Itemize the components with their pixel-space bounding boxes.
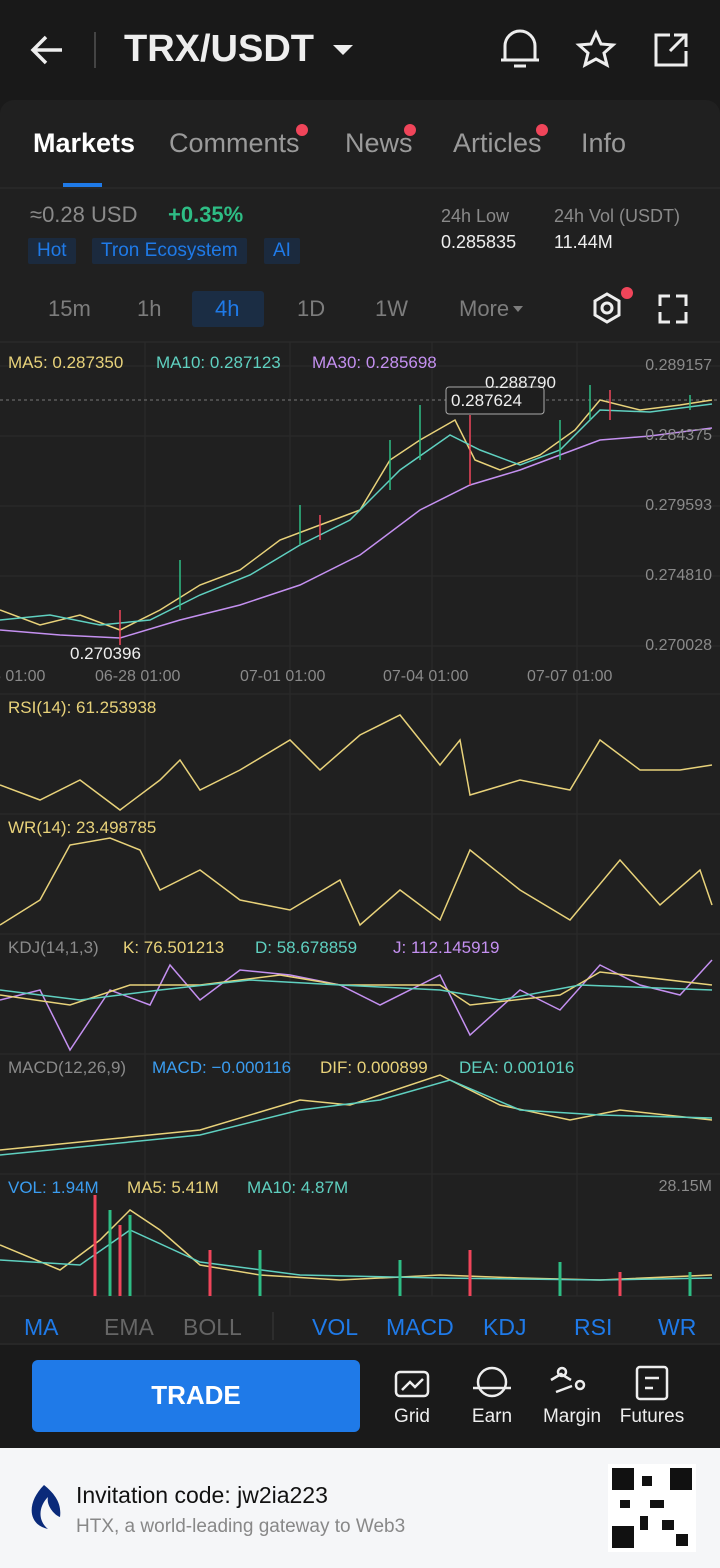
tab[interactable]: News [345, 128, 413, 158]
ma5: MA5: 0.287350 [8, 353, 124, 372]
back-icon[interactable] [30, 35, 62, 65]
current-price[interactable]: 0.287624 [451, 391, 522, 410]
bell-icon[interactable] [501, 29, 539, 68]
badge-dot [536, 124, 548, 136]
time-label: 06-28 01:00 [95, 668, 181, 685]
trade-button[interactable] [32, 1360, 360, 1432]
time-label: 5 01:00 [0, 668, 46, 685]
indicator-tab[interactable]: BOLL [183, 1314, 242, 1340]
invite-code: Invitation code: jw2ia223 [76, 1482, 328, 1508]
price-label: 0.289157 [645, 357, 712, 374]
indicator-tab[interactable]: WR [658, 1314, 697, 1340]
tag[interactable]: Tron Ecosystem [92, 238, 247, 264]
vol-label: VOL: 1.94M [8, 1178, 99, 1197]
tag[interactable]: Hot [28, 238, 76, 264]
rsi-label: RSI(14): 61.253938 [8, 698, 157, 717]
macd-dea: DEA: 0.001016 [459, 1058, 575, 1077]
low-mark: 0.270396 [70, 644, 141, 663]
ma10: MA10: 0.287123 [156, 353, 281, 372]
interval[interactable]: 1D [297, 296, 326, 321]
interval[interactable]: 4h [215, 296, 240, 321]
price-label: 0.270028 [645, 637, 712, 654]
change: +0.35% [168, 202, 244, 227]
interval[interactable]: More [459, 296, 510, 321]
tab[interactable]: Markets [33, 128, 136, 158]
share-icon[interactable] [654, 33, 688, 67]
tab[interactable]: Articles [453, 128, 542, 158]
indicator-tab[interactable]: MACD [386, 1314, 454, 1340]
action[interactable]: Futures [619, 1406, 685, 1427]
vol-ma5: MA5: 5.41M [127, 1178, 219, 1197]
vol-ma10: MA10: 4.87M [247, 1178, 349, 1197]
badge-dot [296, 124, 308, 136]
star-icon[interactable] [575, 29, 617, 68]
badge-dot [621, 287, 633, 299]
time-label: 07-07 01:00 [527, 668, 613, 685]
ma30: MA30: 0.285698 [312, 353, 437, 372]
kdj-j: J: 112.145919 [393, 938, 500, 957]
vol-value: 11.44M [554, 232, 613, 252]
indicator-tab[interactable]: KDJ [483, 1314, 527, 1340]
trade-label[interactable]: TRADE [151, 1380, 241, 1410]
indicator-tab[interactable]: RSI [574, 1314, 613, 1340]
time-label: 07-04 01:00 [383, 668, 469, 685]
indicator-tab[interactable]: MA [24, 1314, 59, 1340]
action[interactable]: Earn [471, 1406, 513, 1427]
footer [0, 1448, 720, 1568]
badge-dot [404, 124, 416, 136]
action[interactable]: Margin [542, 1406, 602, 1427]
tag[interactable]: AI [264, 238, 300, 264]
interval[interactable]: 15m [48, 296, 91, 321]
top-bar [0, 0, 720, 100]
interval[interactable]: 1W [375, 296, 408, 321]
slogan: HTX, a world-leading gateway to Web3 [76, 1516, 406, 1537]
vol-label: 24h Vol (USDT) [554, 206, 681, 226]
low-value: 0.285835 [441, 232, 517, 252]
price: ≈0.28 USD [30, 202, 138, 227]
icons [0, 29, 720, 1432]
kdj-label: KDJ(14,1,3) [8, 938, 99, 957]
indicator-tab[interactable]: VOL [312, 1314, 359, 1340]
time-label: 07-01 01:00 [240, 668, 326, 685]
macd-label: MACD(12,26,9) [8, 1058, 127, 1077]
kdj-d: D: 58.678859 [255, 938, 358, 957]
macd-value: MACD: −0.000116 [152, 1058, 292, 1077]
tab[interactable]: Info [581, 128, 627, 158]
vol-max: 28.15M [658, 1178, 712, 1195]
price-label: 0.274810 [645, 567, 712, 584]
price-label: 0.279593 [645, 497, 712, 514]
high-mark: 0.288790 [485, 373, 556, 392]
low-label: 24h Low [441, 206, 510, 226]
tab[interactable]: Comments [169, 128, 300, 158]
kdj-k: K: 76.501213 [123, 938, 225, 957]
macd-dif: DIF: 0.000899 [320, 1058, 428, 1077]
interval[interactable]: 1h [137, 296, 162, 321]
price-label: 0.284375 [645, 427, 712, 444]
indicator-tab[interactable]: EMA [104, 1314, 154, 1340]
pair-title[interactable]: TRX/USDT [124, 28, 314, 70]
action[interactable]: Grid [394, 1406, 430, 1427]
chart-sketch [0, 385, 713, 1296]
wr-label: WR(14): 23.498785 [8, 818, 157, 837]
